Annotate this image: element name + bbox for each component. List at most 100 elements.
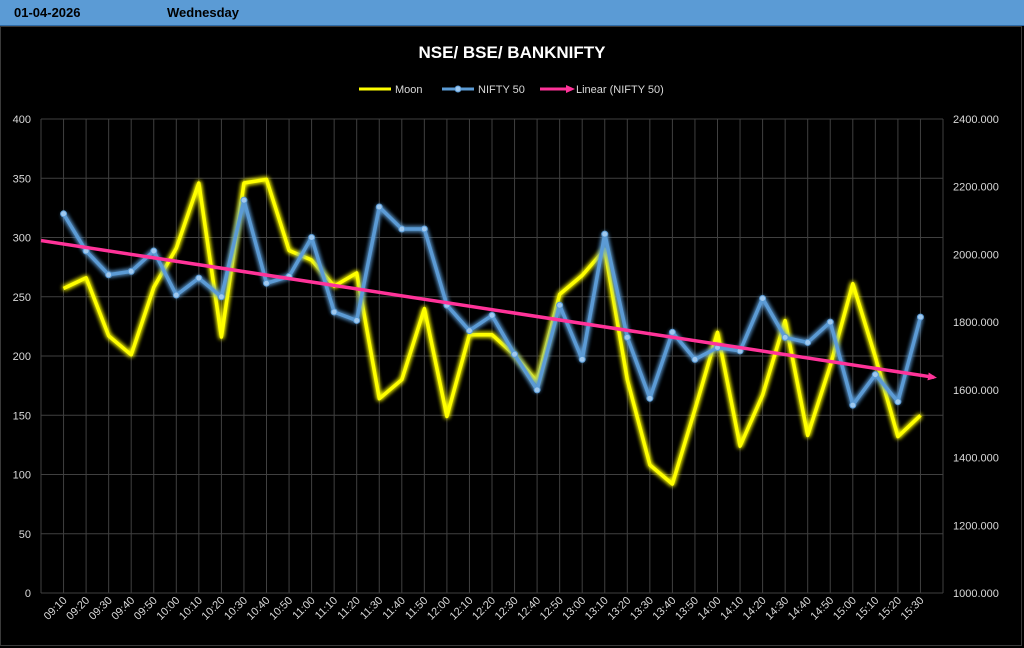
nifty-50-point [60, 210, 68, 218]
nifty-50-point [871, 371, 879, 379]
nifty-50-point [623, 333, 631, 341]
x-tick: 15:10 [854, 595, 882, 623]
y-right-tick: 2400.000 [953, 114, 999, 126]
legend-marker [454, 85, 462, 93]
x-tick: 15:30 [899, 595, 927, 623]
x-tick: 10:10 [177, 595, 205, 623]
x-tick: 14:00 [696, 595, 724, 623]
x-tick: 12:00 [425, 595, 453, 623]
nifty-50-point [916, 313, 924, 321]
x-tick: 09:20 [64, 595, 92, 623]
y-right-tick: 1600.000 [953, 385, 999, 397]
nifty-50-point [240, 196, 248, 204]
x-tick: 13:30 [628, 595, 656, 623]
nifty-50-point [646, 394, 654, 402]
y-left-tick: 400 [13, 114, 31, 126]
y-right-tick: 2000.000 [953, 249, 999, 261]
nifty-50-point [105, 271, 113, 279]
x-tick: 12:30 [493, 595, 521, 623]
x-tick: 13:10 [583, 595, 611, 623]
nifty-50-point [330, 308, 338, 316]
y-right-tick: 1000.000 [953, 588, 999, 600]
nifty-50-point [781, 333, 789, 341]
nifty-50-point [759, 294, 767, 302]
nifty-50-point [533, 386, 541, 394]
nifty-50-point [172, 291, 180, 299]
axis-labels: 400 350 300 250 200 150 100 50 0 2400.000 2200.000… [13, 114, 999, 623]
day-label: Wednesday [167, 5, 240, 20]
trendline-linear-nifty-50 [40, 238, 937, 381]
y-right-tick: 1400.000 [953, 453, 999, 465]
x-tick: 13:20 [605, 595, 633, 623]
x-tick: 10:40 [245, 595, 273, 623]
y-left-tick: 50 [19, 529, 31, 541]
y-right-tick: 1800.000 [953, 317, 999, 329]
header-bar: 01-04-2026 Wednesday [0, 0, 1024, 26]
nifty-50-point [601, 230, 609, 238]
grid [40, 118, 944, 594]
x-tick: 09:50 [132, 595, 160, 623]
x-tick: 14:40 [786, 595, 814, 623]
x-tick: 11:40 [381, 595, 408, 622]
series-line-moon [62, 177, 922, 486]
legend-label: Linear (NIFTY 50) [576, 84, 664, 96]
x-tick: 14:20 [741, 595, 769, 623]
y-right-tick: 2200.000 [953, 182, 999, 194]
y-left-tick: 200 [13, 351, 31, 363]
x-tick: 11:20 [335, 595, 362, 622]
nifty-50-point [127, 267, 135, 275]
x-tick: 11:00 [290, 595, 317, 622]
nifty-50-point [465, 327, 473, 335]
nifty-50-point [691, 355, 699, 363]
x-tick: 12:40 [515, 595, 543, 623]
legend-label: NIFTY 50 [478, 84, 525, 96]
nifty-50-point [578, 355, 586, 363]
x-tick: 13:00 [560, 595, 588, 623]
x-tick: 09:40 [109, 595, 137, 623]
x-tick: 12:10 [448, 595, 476, 623]
y-left-tick: 0 [25, 588, 31, 600]
y-left-tick: 150 [13, 410, 31, 422]
nifty-50-point [217, 293, 225, 301]
x-tick: 10:20 [200, 595, 228, 623]
chart-frame [0, 26, 1022, 646]
nifty-50-point [556, 301, 564, 309]
date-label: 01-04-2026 [14, 5, 81, 20]
x-tick: 14:50 [808, 595, 836, 623]
nifty-50-point [894, 398, 902, 406]
chart-title: NSE/ BSE/ BANKNIFTY [418, 43, 606, 62]
nifty-50-point [826, 318, 834, 326]
nifty-50-point [150, 247, 158, 255]
x-tick: 11:30 [358, 595, 385, 622]
y-left-tick: 250 [13, 292, 31, 304]
nifty-50-point [420, 225, 428, 233]
legend-label: Moon [395, 84, 423, 96]
y-left-tick: 100 [13, 470, 31, 482]
nifty-50-point [353, 316, 361, 324]
legend: Moon NIFTY 50 Linear (NIFTY 50) [359, 84, 664, 96]
nifty-50-point [804, 338, 812, 346]
y-left-tick: 350 [13, 173, 31, 185]
nifty-50-point [488, 311, 496, 319]
nifty-50-point [668, 328, 676, 336]
x-tick: 14:10 [718, 595, 746, 623]
x-tick: 15:00 [831, 595, 859, 623]
x-tick: 13:40 [651, 595, 679, 623]
x-tick: 11:10 [313, 595, 340, 622]
x-tick: 09:30 [87, 595, 115, 623]
x-tick: 12:20 [470, 595, 498, 623]
x-tick: 10:00 [154, 595, 182, 623]
x-tick: 11:50 [403, 595, 430, 622]
nifty-50-point [308, 234, 316, 241]
series-layer [40, 177, 937, 486]
y-right-tick: 1200.000 [953, 520, 999, 532]
nifty-50-point [849, 401, 857, 409]
nifty-50-point [195, 274, 203, 282]
x-tick: 13:50 [673, 595, 701, 623]
nifty-50-point [398, 225, 406, 233]
x-tick: 14:30 [763, 595, 791, 623]
nifty-50-point [375, 203, 383, 211]
nifty-50-point [511, 350, 519, 358]
x-tick: 09:10 [42, 595, 70, 623]
